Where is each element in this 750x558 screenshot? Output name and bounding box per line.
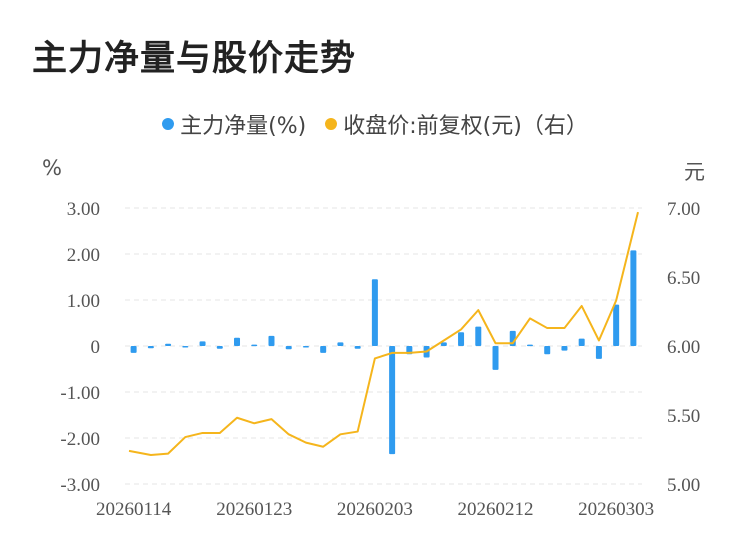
bar-net-volume [302, 346, 309, 348]
legend: 主力净量(%) 收盘价:前复权(元)（右） [0, 108, 750, 140]
legend-dot-yellow [325, 118, 338, 130]
bar-net-volume [561, 346, 568, 351]
bar-net-volume [458, 332, 465, 346]
bar-net-volume [337, 342, 344, 346]
x-tick-label: 20260114 [96, 499, 172, 520]
bar-net-volume [268, 335, 275, 346]
bar-net-volume [199, 341, 206, 346]
bar-net-volume [440, 342, 447, 346]
bar-net-volume [389, 346, 396, 455]
y-right-tick-label: 6.50 [667, 268, 700, 289]
x-tick-label: 20260203 [337, 499, 413, 520]
x-tick-label: 20260123 [216, 499, 292, 520]
legend-item-net-volume[interactable]: 主力净量(%) [162, 108, 306, 140]
left-axis-unit: % [42, 156, 62, 180]
bar-net-volume [578, 338, 585, 346]
x-tick-label: 20260303 [578, 499, 654, 520]
bar-net-volume [216, 346, 223, 349]
bar-net-volume [320, 346, 327, 353]
y-left-tick-label: 2.00 [67, 245, 100, 266]
bar-net-volume [234, 337, 241, 346]
bar-net-volume [475, 326, 482, 346]
y-left-tick-label: 0 [91, 337, 101, 358]
y-left-tick-label: -1.00 [60, 383, 100, 404]
right-axis-unit: 元 [684, 160, 705, 184]
bar-net-volume [544, 346, 551, 355]
y-right-tick-label: 5.50 [667, 406, 700, 427]
y-right-tick-label: 6.00 [667, 337, 700, 358]
legend-dot-blue [162, 118, 175, 130]
y-left-tick-label: -2.00 [60, 429, 100, 450]
y-right-tick-label: 7.00 [667, 199, 700, 220]
bar-net-volume [147, 346, 154, 349]
chart-title: 主力净量与股价走势 [32, 39, 357, 79]
y-left-tick-label: -3.00 [60, 475, 100, 496]
x-tick-label: 20260212 [458, 499, 534, 520]
bar-net-volume [354, 346, 361, 349]
legend-label-close-price: 收盘价:前复权(元)（右） [343, 114, 588, 139]
bar-net-volume [371, 279, 378, 346]
bar-net-volume [165, 343, 172, 346]
line-close-price [128, 211, 639, 457]
y-left-tick-label: 3.00 [67, 199, 100, 220]
y-right-tick-label: 5.00 [667, 475, 700, 496]
y-left-tick-label: 1.00 [67, 291, 100, 312]
legend-item-close-price[interactable]: 收盘价:前复权(元)（右） [325, 108, 588, 140]
legend-label-net-volume: 主力净量(%) [180, 114, 307, 139]
bar-net-volume [630, 250, 637, 346]
bar-net-volume [613, 304, 620, 346]
bar-net-volume [251, 344, 258, 347]
bar-net-volume [182, 346, 189, 348]
bar-net-volume [492, 346, 499, 370]
bar-net-volume [130, 346, 137, 353]
bar-net-volume [285, 346, 292, 350]
bar-net-volume [526, 344, 533, 347]
bar-net-volume [595, 346, 602, 359]
